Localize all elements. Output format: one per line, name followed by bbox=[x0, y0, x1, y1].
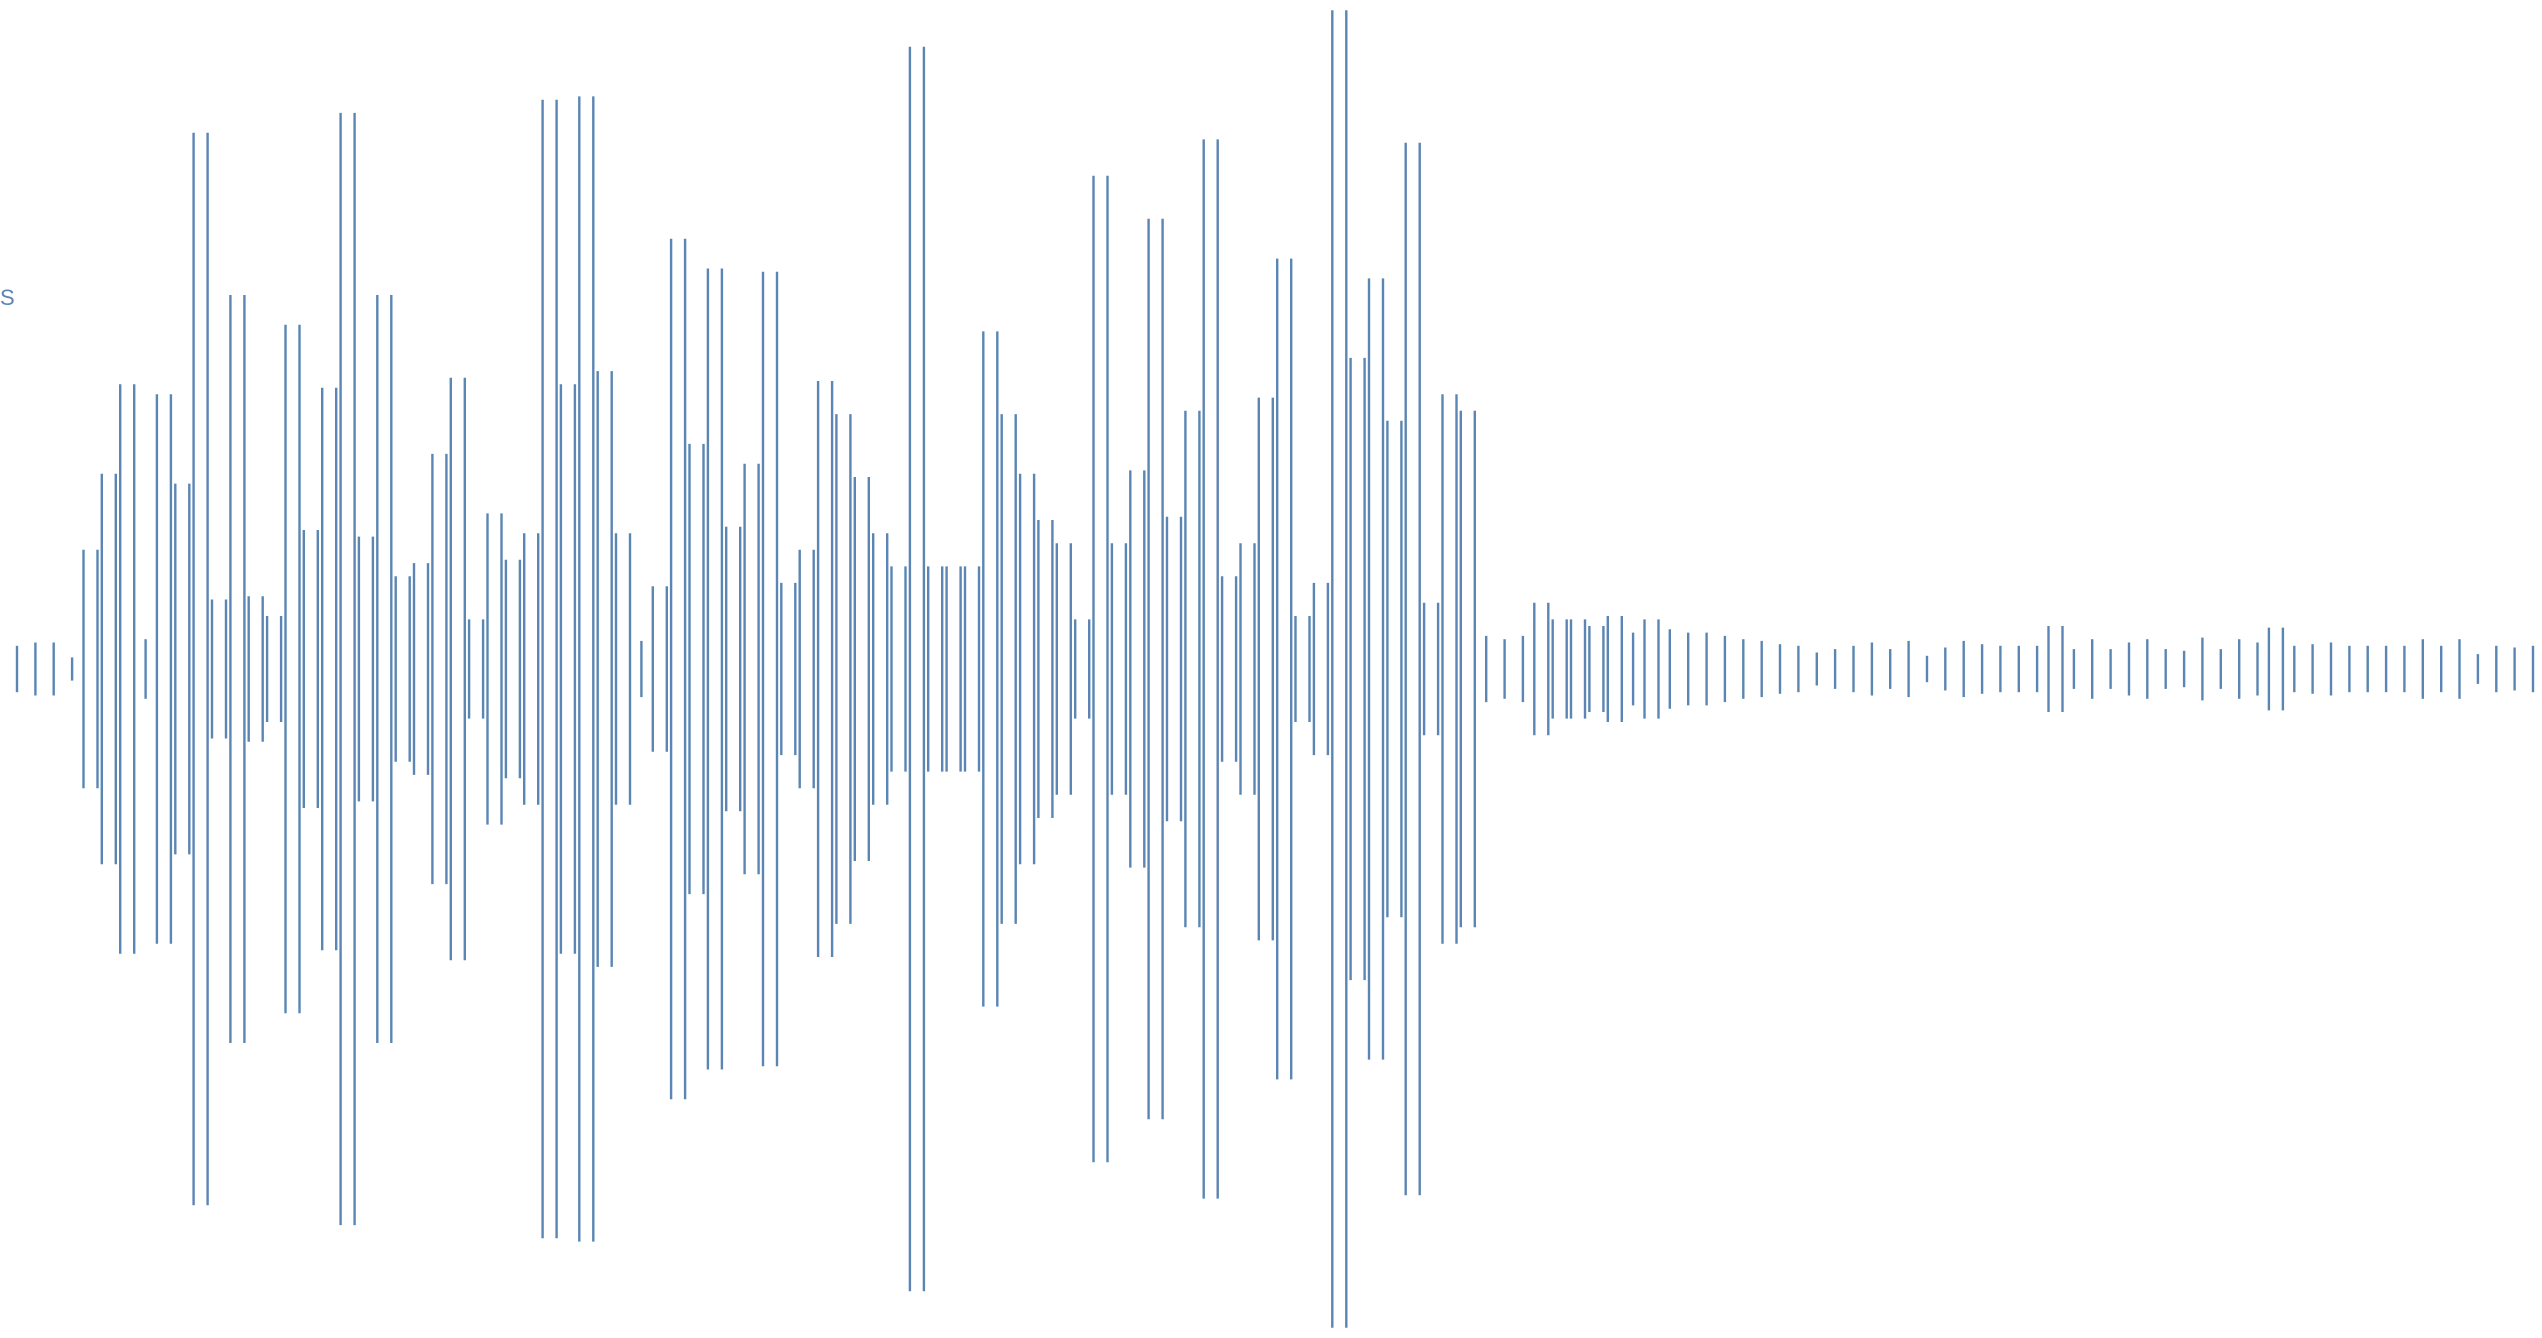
side-label: S bbox=[0, 285, 15, 310]
